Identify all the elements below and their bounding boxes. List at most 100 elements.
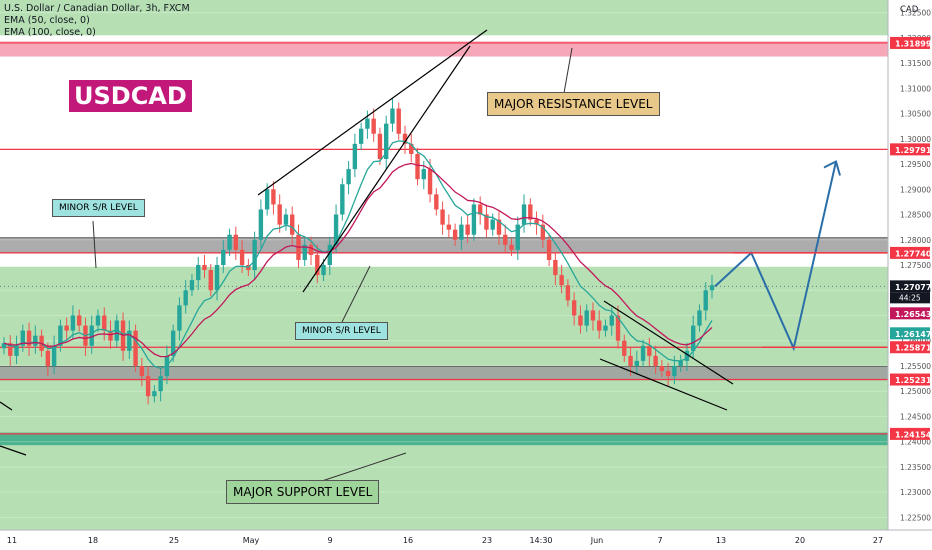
trendline-channel-upper [603, 300, 734, 385]
price-tick-0: 1.32500 [900, 9, 931, 18]
candle-body-88 [553, 259, 558, 276]
chart-legend: U.S. Dollar / Canadian Dollar, 3h, FXCM … [4, 3, 190, 39]
candle-body-92 [578, 315, 583, 326]
candle-body-103 [647, 345, 652, 356]
candle-body-91 [571, 300, 577, 316]
price-tick-2: 1.31500 [900, 59, 931, 68]
zone-green-0 [0, 266, 888, 530]
price-tick-5: 1.30000 [900, 135, 931, 144]
candle-body-3 [20, 330, 25, 346]
level-badge-3: 1.25871 [895, 344, 932, 353]
candle-body-45 [283, 214, 289, 225]
projection-arrowhead [823, 160, 841, 176]
candle-body-76 [477, 204, 483, 215]
candle-body-24 [152, 391, 157, 397]
date-tick-12: 27 [873, 536, 883, 545]
candle-body-109 [684, 350, 690, 361]
candle-body-87 [546, 239, 552, 260]
time-axis-bg [0, 530, 932, 550]
ema100-line [3, 162, 713, 358]
pointer-major-resistance [563, 47, 573, 94]
current-price-badge-sub: 44:25 [899, 293, 921, 302]
candle-body-22 [139, 365, 145, 377]
level-badge-3-bg [890, 341, 930, 354]
candle-body-28 [177, 305, 182, 331]
candle-body-110 [691, 325, 696, 351]
symbol-badge: USDCAD [69, 80, 192, 112]
candle-body-12 [76, 315, 82, 326]
trendline-left-a [0, 401, 13, 411]
candle-body-38 [239, 249, 245, 265]
date-tick-0: 11 [7, 536, 17, 545]
price-tick-10: 1.27500 [900, 261, 931, 270]
price-tick-13: 1.26000 [900, 337, 931, 346]
candle-body-36 [227, 234, 232, 250]
candle-body-112 [703, 290, 708, 311]
price-tick-9: 1.28000 [900, 236, 931, 245]
price-tick-7: 1.29000 [900, 185, 931, 194]
major-support-label: MAJOR SUPPORT LEVEL [226, 480, 380, 504]
level-badge-4-bg [890, 373, 930, 386]
candle-body-99 [622, 340, 627, 356]
candle-body-4 [26, 330, 32, 346]
candle-body-95 [597, 320, 602, 331]
candle-body-1 [8, 343, 13, 356]
candle-body-102 [640, 345, 646, 361]
candle-body-65 [409, 143, 414, 154]
price-tick-4: 1.30500 [900, 110, 931, 119]
date-tick-1: 18 [88, 536, 98, 545]
candle-body-69 [434, 194, 439, 210]
candle-body-10 [64, 325, 69, 331]
price-tick-6: 1.29500 [900, 160, 931, 169]
ema100-badge-bg [890, 307, 930, 320]
candle-body-31 [196, 265, 201, 281]
price-tick-15: 1.25000 [900, 387, 931, 396]
candle-body-7 [45, 350, 51, 366]
candle-body-86 [540, 224, 546, 240]
candle-body-33 [208, 270, 213, 291]
price-axis-currency: CAD [900, 5, 919, 15]
ema100-legend[interactable]: EMA (100, close, 0) [4, 27, 96, 38]
candle-body-8 [51, 345, 57, 366]
candle-body-59 [371, 118, 376, 134]
candle-body-71 [446, 224, 452, 230]
candle-body-98 [615, 315, 621, 341]
candle-body-107 [672, 365, 677, 377]
candle-body-75 [471, 204, 477, 235]
candle-body-41 [258, 209, 264, 240]
candle-body-51 [321, 265, 326, 276]
current-price-badge-sub-bg [890, 292, 930, 304]
candle-body-62 [390, 108, 395, 124]
price-tick-8: 1.28500 [900, 211, 931, 220]
candle-body-68 [427, 169, 433, 195]
price-tick-18: 1.23500 [900, 463, 931, 472]
price-tick-20: 1.22500 [900, 513, 931, 522]
candle-body-78 [490, 219, 495, 230]
candle-body-42 [264, 189, 270, 210]
candle-body-21 [133, 330, 138, 366]
date-tick-4: 9 [327, 536, 332, 545]
date-tick-9: 7 [657, 536, 662, 545]
candle-body-111 [697, 310, 702, 326]
price-tick-19: 1.23000 [900, 488, 931, 497]
level-badge-0-bg [890, 36, 930, 49]
candle-body-9 [58, 325, 63, 346]
candle-body-44 [277, 204, 282, 225]
date-tick-5: 16 [403, 536, 413, 545]
candle-body-14 [89, 325, 94, 346]
candle-body-5 [33, 335, 38, 346]
candle-body-56 [352, 143, 358, 170]
ema50-badge-bg [890, 327, 930, 340]
candle-body-55 [346, 169, 351, 185]
candle-body-94 [590, 310, 596, 321]
level-badge-4: 1.25231 [895, 376, 932, 385]
candle-body-90 [565, 285, 571, 301]
candle-body-79 [496, 219, 502, 235]
candle-body-72 [452, 229, 458, 240]
symbol-title[interactable]: U.S. Dollar / Canadian Dollar, 3h, FXCM [4, 3, 190, 14]
ema50-legend[interactable]: EMA (50, close, 0) [4, 15, 90, 26]
price-tick-17: 1.24000 [900, 438, 931, 447]
candle-body-0 [1, 343, 7, 349]
candle-body-63 [396, 108, 401, 134]
pointer-major-support [321, 452, 407, 482]
